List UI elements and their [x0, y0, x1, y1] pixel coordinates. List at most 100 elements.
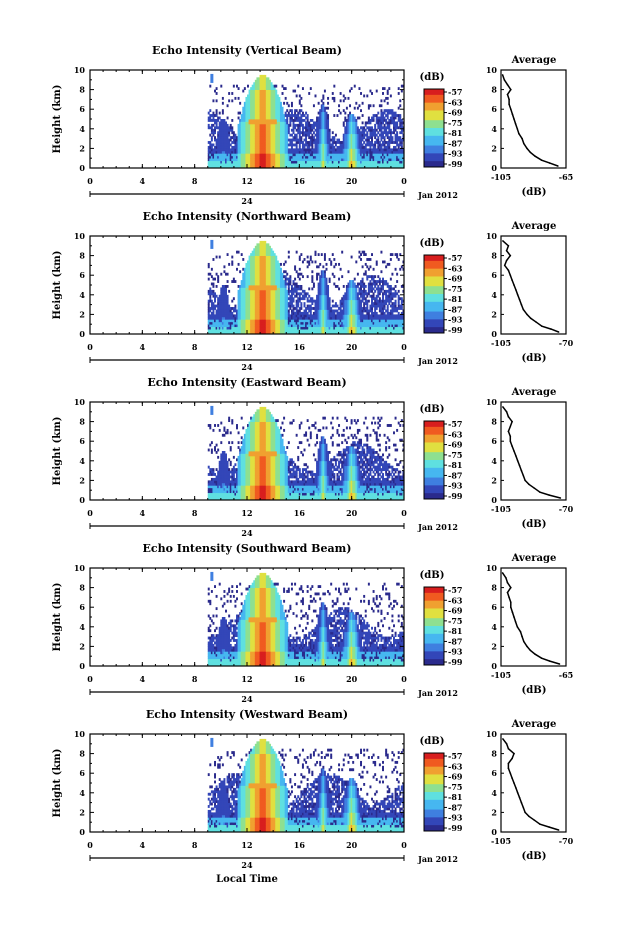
heatmap-cell [267, 307, 270, 310]
heatmap-cell [228, 150, 231, 154]
heatmap-cell [301, 128, 304, 132]
heatmap-cell [275, 282, 278, 286]
heatmap-cell [218, 145, 221, 149]
heatmap-cell [242, 311, 245, 315]
heatmap-cell [290, 326, 293, 330]
heatmap-cell [325, 160, 328, 164]
heatmap-cell [389, 150, 392, 154]
heatmap-cell [242, 329, 245, 332]
heatmap-cell [254, 128, 257, 132]
heatmap-cell [312, 158, 315, 162]
heatmap-cell [295, 136, 298, 139]
heatmap-cell [294, 155, 297, 159]
heatmap-cell [301, 163, 304, 166]
heatmap-cell [298, 128, 301, 132]
heatmap-cell [273, 106, 276, 110]
heatmap-cell [295, 145, 298, 149]
heatmap-cell [292, 321, 295, 325]
heatmap-cell [397, 158, 400, 162]
heatmap-cell [221, 145, 224, 149]
heatmap-cell [232, 84, 235, 88]
heatmap-cell [240, 143, 243, 147]
heatmap-cell [267, 243, 270, 247]
heatmap-cell [342, 141, 345, 144]
heatmap-cell [234, 136, 237, 139]
heatmap-cell [248, 294, 251, 298]
heatmap-cell [374, 128, 377, 132]
heatmap-cell [275, 109, 278, 113]
heatmap-cell [237, 326, 240, 330]
profile-point [518, 132, 520, 135]
heatmap-cell [320, 128, 323, 132]
heatmap-cell [245, 270, 248, 274]
heatmap-cell [375, 138, 378, 142]
heatmap-cell [290, 111, 293, 115]
heatmap-cell [267, 314, 270, 318]
heatmap-cell [253, 329, 256, 332]
heatmap-cell [248, 282, 251, 286]
heatmap-cell [305, 111, 308, 115]
heatmap-cell [378, 163, 381, 166]
heatmap-cell [210, 160, 213, 164]
heatmap-cell [262, 165, 265, 169]
heatmap-cell [369, 89, 372, 93]
heatmap-cell [257, 258, 260, 261]
heatmap-cell [257, 155, 260, 159]
heatmap-cell [270, 326, 273, 330]
heatmap-cell [295, 94, 298, 98]
heatmap-cell [243, 297, 246, 301]
heatmap-cell [245, 99, 248, 103]
heatmap-cell [286, 158, 289, 162]
heatmap-cell [276, 275, 279, 279]
heatmap-cell [297, 114, 300, 117]
heatmap-cell [356, 136, 359, 139]
heatmap-cell [377, 148, 380, 152]
heatmap-cell [279, 148, 282, 152]
heatmap-cell [336, 141, 339, 144]
heatmap-cell [242, 114, 245, 117]
heatmap-cell [273, 96, 276, 100]
heatmap-cell [300, 158, 303, 162]
heatmap-cell [356, 158, 359, 162]
heatmap-cell [214, 277, 216, 281]
heatmap-cell [240, 116, 243, 120]
heatmap-cell [281, 111, 284, 115]
heatmap-cell [239, 294, 242, 298]
heatmap-cell [273, 287, 276, 291]
heatmap-cell [209, 316, 212, 320]
heatmap-cell [243, 153, 246, 157]
heatmap-cell [338, 163, 341, 166]
heatmap-cell [243, 136, 246, 139]
heatmap-cell [314, 253, 317, 256]
heatmap-cell [355, 165, 358, 169]
heatmap-cell [347, 136, 350, 139]
heatmap-cell [341, 275, 344, 279]
heatmap-cell [221, 123, 224, 127]
heatmap-cell [320, 133, 323, 137]
heatmap-cell [254, 270, 257, 274]
heatmap [207, 73, 405, 169]
heatmap-cell [276, 280, 279, 283]
heatmap-cell [231, 319, 234, 323]
heatmap-cell [393, 150, 395, 154]
heatmap-cell [228, 311, 231, 315]
heatmap-cell [248, 101, 251, 105]
heatmap-cell [242, 316, 245, 320]
heatmap-cell [223, 285, 226, 288]
heatmap-cell [245, 119, 248, 122]
heatmap-cell [363, 160, 366, 164]
heatmap-cell [316, 123, 319, 127]
heatmap-cell [290, 155, 293, 159]
heatmap-cell [268, 292, 271, 296]
heatmap-cell [240, 299, 243, 303]
heatmap-cell [248, 321, 251, 325]
heatmap-cell [287, 326, 290, 330]
heatmap-cell [297, 84, 300, 88]
heatmap-cell [327, 316, 330, 320]
heatmap-cell [327, 289, 330, 293]
heatmap-cell [380, 163, 383, 166]
heatmap-cell [300, 123, 303, 127]
heatmap-cell [375, 158, 378, 162]
heatmap-cell [305, 133, 308, 137]
heatmap-cell [267, 114, 270, 117]
